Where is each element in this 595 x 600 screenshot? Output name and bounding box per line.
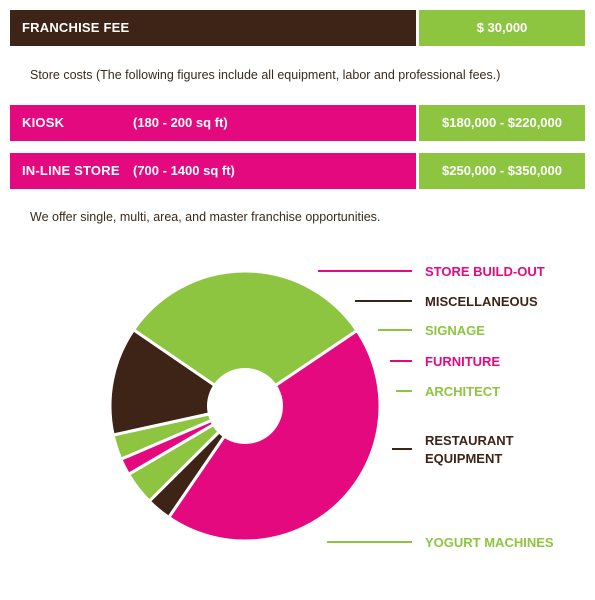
store-costs-note: Store costs (The following figures inclu… — [30, 68, 501, 82]
kiosk-value: $180,000 - $220,000 — [419, 105, 585, 141]
donut-hole — [207, 368, 283, 444]
cost-breakdown-donut-chart: STORE BUILD-OUT MISCELLANEOUS SIGNAGE FURNI… — [108, 264, 554, 550]
legend-label-miscellaneous: MISCELLANEOUS — [425, 294, 538, 309]
inline-store-value: $250,000 - $350,000 — [419, 153, 585, 189]
kiosk-row: KIOSK (180 - 200 sq ft) $180,000 - $220,… — [10, 105, 585, 141]
legend-label-store-build-out: STORE BUILD-OUT — [425, 264, 545, 279]
kiosk-name: KIOSK — [22, 115, 65, 130]
inline-store-name: IN-LINE STORE — [22, 163, 120, 178]
legend-label-furniture: FURNITURE — [425, 354, 500, 369]
kiosk-label-cell: KIOSK (180 - 200 sq ft) — [10, 105, 416, 141]
legend-label-architect: ARCHITECT — [425, 384, 500, 399]
kiosk-size: (180 - 200 sq ft) — [133, 115, 228, 130]
inline-store-label-cell: IN-LINE STORE (700 - 1400 sq ft) — [10, 153, 416, 189]
legend-label-yogurt-machines: YOGURT MACHINES — [425, 535, 554, 550]
franchise-fee-label: FRANCHISE FEE — [22, 20, 130, 35]
legend-label-signage: SIGNAGE — [425, 323, 485, 338]
inline-store-row: IN-LINE STORE (700 - 1400 sq ft) $250,00… — [10, 153, 585, 189]
offer-note: We offer single, multi, area, and master… — [30, 210, 381, 224]
franchise-fee-label-cell: FRANCHISE FEE — [10, 10, 416, 46]
slice-yogurt-machines — [132, 269, 359, 408]
slice-store-build-out — [167, 329, 382, 543]
franchise-fee-row: FRANCHISE FEE $ 30,000 — [10, 10, 585, 46]
franchise-fee-value: $ 30,000 — [419, 10, 585, 46]
legend-label-restaurant-equipment: RESTAURANT EQUIPMENT — [425, 433, 514, 466]
inline-store-size: (700 - 1400 sq ft) — [133, 163, 235, 178]
